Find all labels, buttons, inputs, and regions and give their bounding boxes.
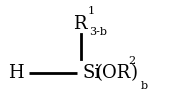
Text: 1: 1 (88, 6, 95, 16)
Text: 3-b: 3-b (89, 27, 107, 37)
Text: ): ) (130, 64, 137, 82)
Text: H: H (8, 64, 24, 82)
Text: (OR: (OR (95, 64, 131, 82)
Text: R: R (73, 15, 86, 33)
Text: b: b (141, 81, 148, 91)
Text: 2: 2 (129, 56, 136, 66)
Text: Si: Si (82, 64, 100, 82)
